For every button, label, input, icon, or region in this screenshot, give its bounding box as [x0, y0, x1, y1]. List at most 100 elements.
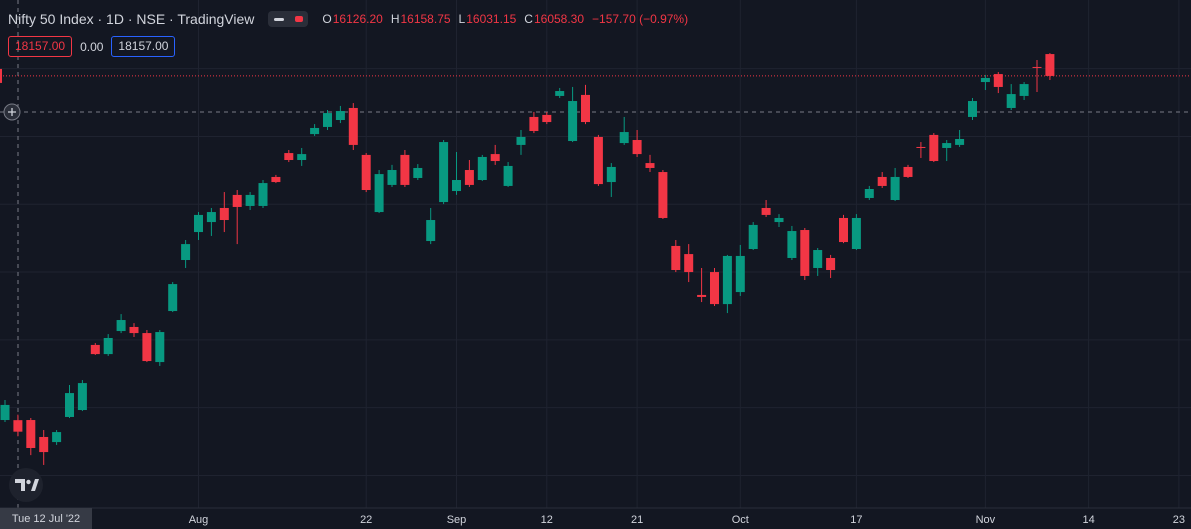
open-value: 16126.20 [332, 12, 383, 26]
candle-body [477, 156, 487, 181]
candle-body [980, 77, 990, 83]
candle-body [787, 231, 797, 258]
candle-body [697, 294, 707, 297]
visibility-toggle[interactable] [268, 11, 309, 27]
candle-body [245, 194, 255, 206]
candle-body [439, 142, 449, 203]
crosshair-date-box [0, 508, 92, 529]
candle-body [13, 420, 23, 432]
x-tick-label: Aug [189, 514, 209, 526]
x-tick-label: 12 [541, 514, 553, 526]
candle-body [413, 167, 423, 178]
candle-body [761, 207, 771, 215]
candle-body [258, 183, 268, 206]
candle-body [387, 170, 397, 185]
x-tick-label: 14 [1082, 514, 1094, 526]
candles [0, 53, 1191, 465]
last-price-marker [0, 68, 2, 83]
candle-body [374, 174, 384, 213]
candle-body [529, 116, 539, 132]
spread: 0.00 [80, 39, 104, 54]
candle-body [606, 166, 616, 183]
candle-body [452, 180, 461, 192]
candle-body [142, 333, 152, 362]
candle-body [890, 176, 900, 201]
candle-body [710, 272, 719, 305]
candle-body [568, 101, 578, 142]
candle-body [916, 146, 926, 148]
candle-body [645, 163, 655, 168]
candle-body [826, 257, 836, 271]
x-tick-label: 21 [631, 514, 643, 526]
low-value: 16031.15 [466, 12, 517, 26]
x-tick-label: 17 [850, 514, 862, 526]
candle-body [671, 245, 681, 271]
candle-body [864, 188, 874, 198]
candle-body [968, 101, 977, 117]
candle-body [39, 436, 49, 453]
x-tick-label: Nov [976, 514, 996, 526]
low-label: L [458, 12, 466, 26]
candle-body [181, 244, 191, 261]
candle-body [929, 134, 939, 162]
sell-button[interactable]: 18157.00 [8, 36, 73, 57]
candle-body [684, 254, 694, 273]
candle-body [348, 107, 358, 145]
candle-body [503, 165, 513, 186]
add-icon [8, 108, 16, 116]
candle-body [942, 143, 952, 148]
candle-body [993, 74, 1003, 87]
candle-body [400, 154, 410, 185]
time-axis: Aug 22 Sep 12 21 Oct 17 Nov 14 23 [189, 514, 1185, 526]
candle-body [658, 172, 668, 218]
change-value: −157.70 (−0.97%) [592, 12, 689, 26]
crosshair-date: Tue 12 Jul '22 [12, 513, 80, 525]
x-tick-label: 23 [1173, 514, 1185, 526]
candle-body [542, 114, 552, 123]
candle-body [297, 154, 307, 161]
candle-body [284, 153, 294, 161]
candle-body [581, 94, 590, 123]
candle-body [464, 170, 474, 185]
buy-button[interactable]: 18157.00 [111, 36, 176, 57]
grid [0, 0, 1191, 508]
tradingview-logo [9, 468, 43, 502]
candle-body [903, 166, 913, 177]
candle-body [632, 140, 642, 155]
candle-body [116, 320, 126, 332]
candle-body [206, 212, 216, 223]
candle-body [1032, 66, 1042, 68]
candle-body [800, 230, 810, 276]
candle-body [129, 326, 139, 334]
high-label: H [390, 12, 400, 26]
candle-body [310, 127, 320, 135]
candle-body [1006, 94, 1016, 108]
legend: Nifty 50 Index · 1D · NSE · TradingView … [8, 9, 696, 29]
trade-bar: 18157.00 0.00 18157.00 [8, 36, 176, 57]
candle-body [748, 224, 758, 249]
candle-body [555, 91, 565, 96]
candle-body [90, 344, 100, 355]
candle-body [0, 404, 10, 421]
open-label: O [322, 12, 332, 26]
candle-body [52, 432, 62, 443]
candle-body [323, 113, 332, 127]
candle-body [490, 154, 500, 162]
x-tick-label: 22 [360, 514, 372, 526]
candle-body [65, 393, 74, 417]
candle-body [219, 207, 229, 221]
candle-body [232, 194, 242, 207]
candle-body [155, 332, 165, 363]
candle-body [168, 284, 178, 312]
candle-body [851, 217, 861, 249]
candle-body [722, 255, 732, 305]
candle-body [361, 154, 371, 191]
candle-body [26, 420, 36, 448]
candle-body [774, 217, 784, 223]
candle-body [335, 111, 345, 121]
symbol-title: Nifty 50 Index · 1D · NSE · TradingView [8, 11, 255, 27]
candle-body [194, 214, 203, 233]
candle-body [1045, 54, 1055, 76]
